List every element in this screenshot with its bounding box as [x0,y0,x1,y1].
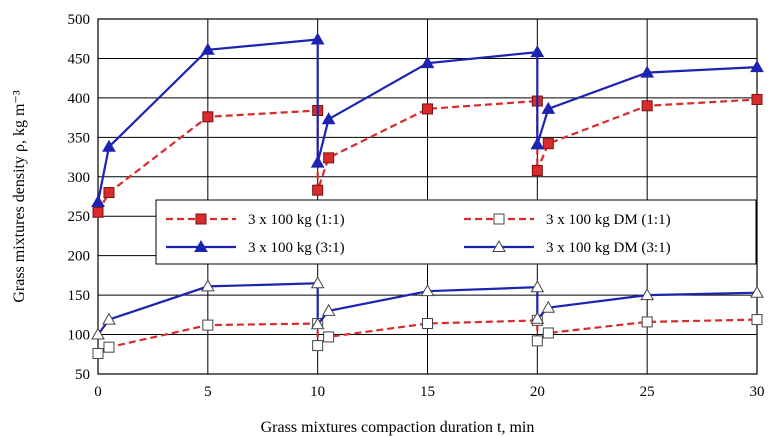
data-point [312,340,324,352]
series-3 [91,276,764,340]
series-layer [91,32,764,359]
data-point [103,187,115,199]
data-point [531,335,543,347]
data-point [541,101,556,114]
legend-box [155,199,757,265]
series-line [96,38,758,203]
data-point [321,112,336,125]
data-point [530,137,545,150]
data-point [420,56,435,69]
data-point [420,284,435,297]
data-point [200,42,215,55]
data-point [530,280,545,293]
legend-marker [194,239,208,252]
data-point [102,312,116,325]
data-point [310,32,325,45]
data-point [542,138,554,150]
y-tick-label: 250 [68,209,91,225]
data-point [640,65,655,78]
data-point [542,327,554,339]
y-tick-label: 50 [75,367,90,383]
series-line [97,318,758,355]
x-tick-label: 20 [530,384,545,400]
legend: 3 x 100 kg (1:1) 3 x 100 kg DM (1:1) 3 x 1… [155,199,757,265]
data-point [751,314,763,326]
data-point [92,347,104,359]
x-tick-label: 5 [204,384,212,400]
data-point [422,318,433,330]
y-tick-label: 100 [68,328,91,344]
x-axis-label: Grass mixtures compaction duration t, mi… [261,419,535,436]
data-point [323,331,335,343]
legend-marker [195,213,207,225]
data-point [202,319,214,331]
data-point [310,317,325,330]
data-point [103,341,115,353]
data-point [202,111,214,123]
axes: 0 5 10 15 20 25 30 50 100 150 200 250 300 350 400 450 50… [68,12,765,400]
legend-marker [492,239,506,252]
legend-entry: 3 x 100 kg DM (1:1) [464,212,671,228]
data-point [321,303,336,316]
y-axis-label: Grass mixtures density ρ, kg m⁻³ [11,90,28,303]
data-point [310,276,325,289]
x-tick-label: 0 [94,384,102,400]
y-tick-label: 400 [68,91,91,107]
x-tick-label: 30 [750,384,765,400]
data-point [92,206,104,218]
data-point [200,279,215,292]
y-tick-label: 500 [68,12,91,28]
data-point [530,311,545,324]
data-point [531,164,543,176]
y-tick-label: 450 [68,51,91,67]
data-point [641,100,653,112]
x-tick-label: 15 [420,384,435,400]
legend-label: 3 x 100 kg DM (3:1) [546,240,671,256]
data-point [91,195,105,208]
data-point [102,139,116,152]
series-line [97,98,758,213]
x-tick-label: 25 [640,384,655,400]
y-tick-label: 200 [68,249,91,265]
legend-label: 3 x 100 kg (1:1) [248,212,345,228]
legend-entry: 3 x 100 kg (3:1) [166,239,345,256]
data-point [750,60,764,73]
y-tick-label: 300 [68,170,91,186]
data-point [312,184,324,196]
data-point [641,316,653,328]
series-2 [91,32,764,208]
data-point [422,103,433,115]
legend-marker [493,213,505,225]
y-tick-label: 350 [68,130,91,146]
data-point [640,288,655,301]
series-line [97,282,758,336]
data-point [530,45,545,58]
x-tick-label: 10 [310,384,325,400]
data-point [310,155,325,168]
legend-label: 3 x 100 kg DM (1:1) [546,212,671,228]
data-point [91,327,105,340]
data-point [750,285,764,298]
legend-label: 3 x 100 kg (3:1) [248,240,345,256]
data-point [323,152,335,164]
y-tick-label: 150 [68,288,91,304]
legend-entry: 3 x 100 kg (1:1) [166,212,345,228]
data-point [751,93,763,105]
legend-entry: 3 x 100 kg DM (3:1) [464,239,671,256]
data-point [541,300,556,313]
